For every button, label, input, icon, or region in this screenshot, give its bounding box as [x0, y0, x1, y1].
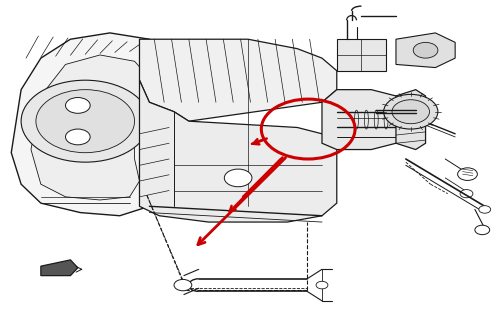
Circle shape	[21, 80, 149, 162]
Circle shape	[36, 90, 134, 153]
Circle shape	[392, 100, 430, 124]
Circle shape	[316, 281, 328, 289]
Circle shape	[224, 169, 252, 187]
Circle shape	[65, 129, 90, 145]
Polygon shape	[396, 90, 426, 149]
Circle shape	[383, 94, 438, 129]
Polygon shape	[139, 80, 337, 222]
Circle shape	[475, 225, 490, 235]
Circle shape	[460, 190, 473, 198]
Polygon shape	[322, 90, 406, 149]
Polygon shape	[41, 260, 78, 276]
Circle shape	[174, 280, 192, 291]
Polygon shape	[11, 33, 179, 216]
Circle shape	[413, 42, 438, 58]
Circle shape	[479, 206, 491, 213]
Circle shape	[458, 168, 477, 180]
Polygon shape	[337, 39, 386, 71]
Circle shape	[65, 98, 90, 113]
Polygon shape	[31, 55, 154, 200]
Polygon shape	[139, 39, 337, 121]
Polygon shape	[396, 33, 455, 68]
